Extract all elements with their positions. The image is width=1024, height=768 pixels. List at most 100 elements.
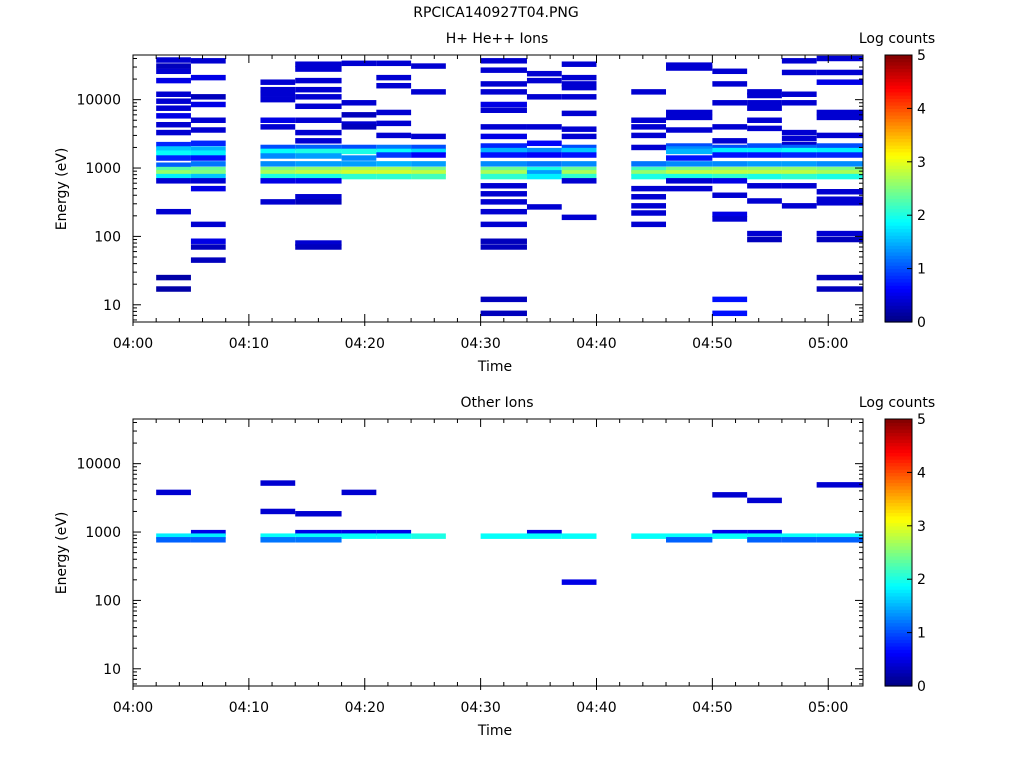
y-tick-label: 10000 (76, 93, 121, 109)
heatmap-cell (781, 537, 817, 543)
colorbar-segment (885, 559, 912, 564)
heatmap-cell (190, 238, 226, 244)
heatmap-cell (816, 173, 863, 180)
axes-h-he-ions: 04:00 04:10 04:20 04:30 04:40 04:50 05:00 10 100… (76, 55, 863, 352)
heatmap-cell (712, 216, 748, 222)
colorbar-label: Log counts (859, 395, 935, 411)
heatmap-cell (666, 65, 713, 71)
heatmap-cell (666, 148, 713, 155)
heatmap-cell (376, 533, 412, 539)
colorbar-tick-label: 2 (917, 572, 926, 588)
heatmap-cell (156, 129, 191, 136)
heatmap-cell (295, 511, 342, 517)
colorbar-segment (885, 68, 912, 73)
heatmap-cell (190, 173, 226, 180)
colorbar-segment (885, 55, 912, 59)
colorbar-segment (885, 311, 912, 316)
heatmap-cell (480, 221, 527, 228)
heatmap-cell (816, 189, 863, 195)
heatmap-cell (156, 121, 191, 128)
heatmap-cell (631, 203, 667, 209)
x-axis-label: Time (477, 359, 512, 375)
colorbar-segment (885, 235, 912, 240)
colorbar-segment (885, 539, 912, 544)
colorbar-segment (885, 569, 912, 574)
heatmap-cell (816, 196, 863, 202)
x-tick-label: 05:00 (808, 336, 848, 352)
heatmap-cell (376, 144, 412, 151)
colorbar-segment (885, 509, 912, 514)
heatmap-cell (666, 537, 713, 543)
heatmap-cell (156, 286, 191, 292)
heatmap-cell (411, 63, 446, 69)
colorbar-segment (885, 585, 912, 590)
colorbar-segment (885, 429, 912, 433)
heatmap-cell (480, 101, 527, 108)
heatmap-cell (156, 208, 191, 215)
colorbar-segment (885, 208, 912, 213)
colorbar-tick-label: 2 (917, 208, 926, 224)
heatmap-cell (816, 147, 863, 154)
colorbar-segment (885, 545, 912, 550)
colorbar-segment (885, 635, 912, 640)
heatmap-cell (781, 129, 817, 136)
heatmap-cell (816, 109, 863, 116)
heatmap-cell (295, 148, 342, 155)
colorbar-segment (885, 479, 912, 484)
heatmap-cell (295, 166, 342, 173)
colorbar-segment (885, 462, 912, 467)
heatmap-cell (666, 173, 713, 180)
heatmap-cell (480, 238, 527, 244)
colorbar-segment (885, 85, 912, 89)
heatmap-cell (411, 133, 446, 140)
heatmap-cell (781, 141, 817, 148)
heatmap-cell (156, 91, 191, 97)
heatmap-cell (376, 60, 412, 67)
heatmap-cell (712, 161, 748, 167)
heatmap-cell (712, 296, 748, 303)
panel-h-he-ions: H+ He++ Ions 04:00 04:10 04:20 04:30 04:40 04… (54, 31, 935, 375)
heatmap-cell (295, 129, 342, 136)
heatmap-cell (295, 173, 342, 180)
colorbar-tick-label: 0 (917, 315, 926, 331)
colorbar-segment (885, 615, 912, 620)
heatmap-cell (190, 170, 226, 176)
heatmap-cell (480, 173, 527, 180)
y-tick-label: 10000 (76, 457, 121, 473)
heatmap-cell (526, 166, 562, 173)
heatmap-cell (295, 178, 342, 184)
heatmap-cell (666, 166, 713, 173)
heatmap-cell (260, 166, 296, 173)
heatmap-cell (341, 121, 377, 127)
colorbar-segment (885, 241, 912, 246)
heatmap-cell (666, 109, 713, 116)
heatmap-cell (747, 89, 782, 95)
heatmap-cell (190, 533, 226, 539)
heatmap-cell (816, 286, 863, 292)
heatmap-cell (156, 173, 191, 180)
heatmap-cell (526, 529, 562, 536)
colorbar-segment (885, 315, 912, 320)
colorbar-segment (885, 595, 912, 600)
colorbar-segment (885, 305, 912, 310)
heatmap-cell (781, 100, 817, 106)
heatmap-cell (712, 166, 748, 173)
heatmap-cell (341, 170, 377, 176)
heatmap-cell (480, 310, 527, 317)
heatmap-cell (631, 89, 667, 95)
colorbar-tick-label: 0 (917, 679, 926, 695)
heatmap-cell (260, 170, 296, 176)
heatmap-cell (295, 170, 342, 176)
heatmap-cell (480, 143, 527, 149)
colorbar-segment (885, 91, 912, 96)
heatmap-cell (260, 124, 296, 130)
heatmap-cell (156, 162, 191, 168)
heatmap-cell (376, 529, 412, 536)
colorbar-segment (885, 469, 912, 473)
heatmap-cell (480, 133, 527, 140)
colorbar-segment (885, 579, 912, 584)
heatmap-cell (376, 170, 412, 176)
colorbar-segment (885, 552, 912, 557)
heatmap-cell (341, 144, 377, 151)
heatmap-cell (666, 127, 713, 133)
